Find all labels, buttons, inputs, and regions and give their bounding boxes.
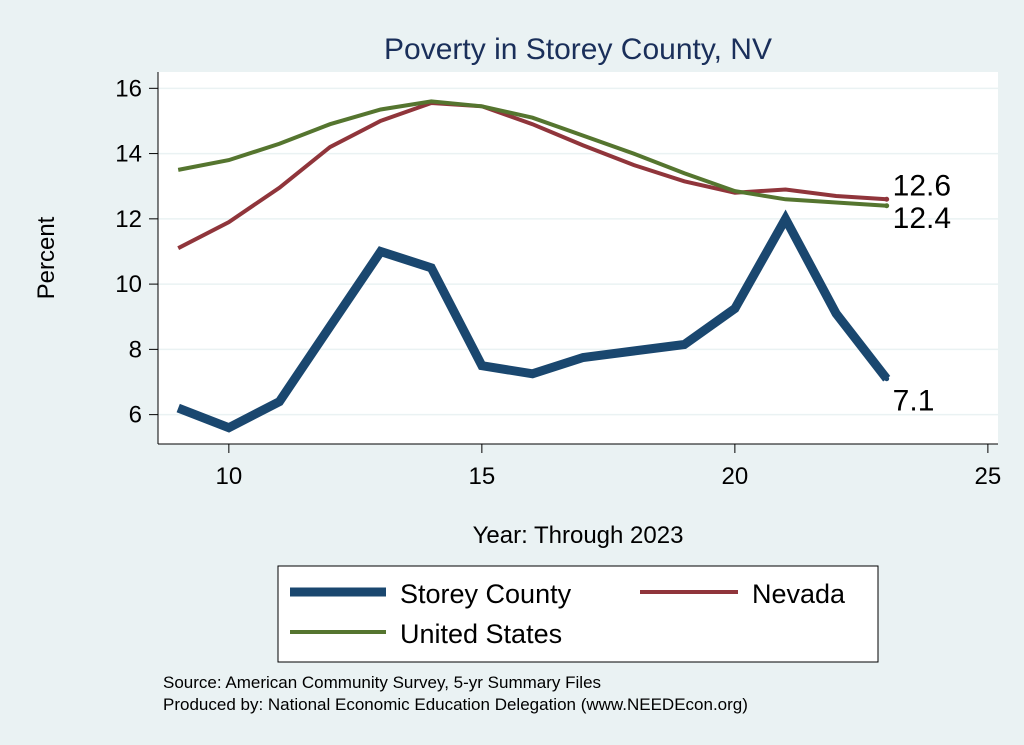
y-tick-label-8: 8 <box>129 336 142 363</box>
x-tick-label-10: 10 <box>215 463 242 490</box>
end-label-nevada: 12.6 <box>893 169 951 202</box>
chart-title: Poverty in Storey County, NV <box>384 33 772 66</box>
series-end-point-nevada <box>884 196 890 202</box>
y-tick-label-16: 16 <box>115 75 142 102</box>
y-axis-label: Percent <box>33 216 60 299</box>
source-line-2: Produced by: National Economic Education… <box>163 695 748 714</box>
series-end-point-storey-county <box>884 376 890 382</box>
series-line-storey-county <box>176 209 891 433</box>
y-tick-label-6: 6 <box>129 402 142 429</box>
legend: Storey County Nevada United States <box>277 565 879 663</box>
series-line-nevada <box>177 100 887 250</box>
series-end-point-united-states <box>884 203 890 209</box>
y-tick-label-10: 10 <box>115 271 142 298</box>
legend-label-united-states: United States <box>400 619 562 649</box>
legend-label-storey-county: Storey County <box>400 579 572 609</box>
x-tick-label-25: 25 <box>975 463 1002 490</box>
x-tick-label-15: 15 <box>469 463 496 490</box>
x-tick-label-20: 20 <box>722 463 749 490</box>
end-label-storey-county: 7.1 <box>893 385 935 418</box>
end-label-united-states: 12.4 <box>893 202 951 235</box>
end-labels: 7.1 12.612.4 <box>893 169 951 417</box>
series-lines <box>176 99 891 433</box>
series-line-united-states <box>177 99 887 208</box>
gridlines <box>158 87 998 416</box>
axes <box>149 72 998 453</box>
x-axis-label: Year: Through 2023 <box>473 522 684 549</box>
legend-label-nevada: Nevada <box>752 579 846 609</box>
y-tick-label-14: 14 <box>115 141 142 168</box>
source-line-1: Source: American Community Survey, 5-yr … <box>163 673 601 692</box>
x-tick-labels: 10 15 20 25 <box>215 463 1001 490</box>
y-tick-labels: 6 8 10 12 14 16 <box>115 75 142 428</box>
legend-box <box>277 565 879 663</box>
y-tick-label-12: 12 <box>115 206 142 233</box>
